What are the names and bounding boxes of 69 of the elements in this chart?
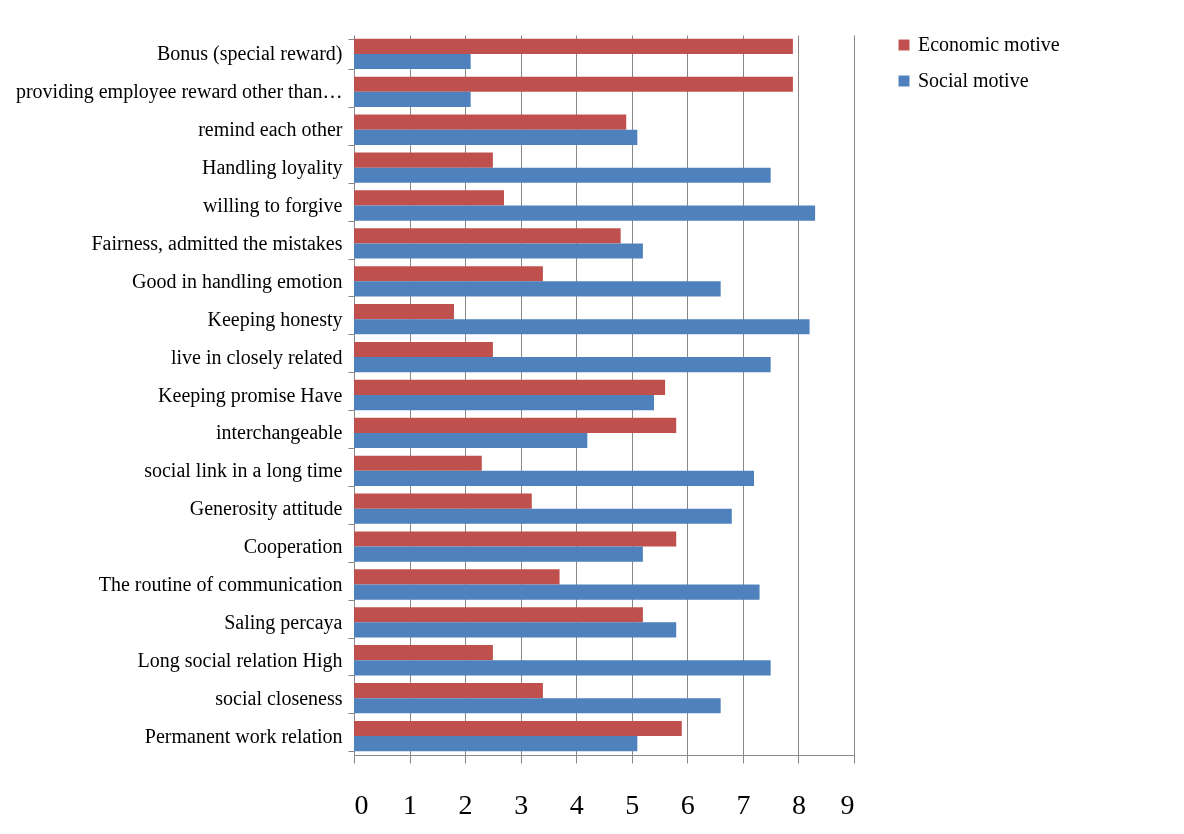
bar [354, 546, 643, 562]
y-tick-label: Fairness, admitted the mistakes [91, 231, 343, 254]
bar [354, 114, 627, 130]
y-tick-label: social link in a long time [144, 459, 343, 483]
bar [354, 266, 543, 282]
bar [354, 720, 682, 737]
bar [354, 379, 666, 395]
bar [354, 341, 493, 358]
bar [354, 243, 643, 259]
bar [354, 508, 732, 524]
x-tick-label: 1 [403, 788, 418, 820]
bar [354, 357, 771, 373]
y-tick-label: Keeping promise Have [158, 383, 343, 407]
bar [354, 622, 677, 638]
bar [354, 319, 810, 335]
bar [354, 76, 793, 92]
x-tick-label: 4 [569, 788, 584, 820]
bar [354, 395, 654, 411]
x-tick-label: 2 [458, 788, 473, 820]
bar [354, 205, 816, 221]
y-tick-label: Bonus (special reward) [157, 42, 343, 66]
bar [354, 167, 771, 183]
bar [354, 660, 771, 676]
bar [354, 645, 493, 661]
bar [354, 584, 760, 600]
bar [354, 698, 721, 714]
x-tick-label: 8 [791, 788, 806, 820]
bar [354, 736, 638, 752]
y-tick-label: social closeness [215, 686, 343, 709]
y-tick-label: Permanent work relation [144, 724, 343, 747]
bar [354, 281, 721, 297]
y-tick-label: Saling percaya [224, 610, 343, 634]
x-tick-label: 7 [736, 788, 751, 820]
y-tick-label: providing employee reward other than… [15, 80, 343, 104]
bar [354, 417, 677, 433]
bar [354, 228, 621, 244]
y-tick-label: Keeping honesty [207, 307, 343, 331]
bar [354, 129, 638, 145]
x-tick-label: 6 [680, 788, 695, 820]
bar [354, 531, 677, 547]
legend-label: Economic motive [918, 33, 1060, 55]
bar [354, 304, 454, 320]
x-tick-label: 5 [625, 788, 640, 820]
x-tick-label: 0 [354, 788, 369, 820]
y-tick-label: Long social relation High [137, 648, 343, 672]
y-tick-label: Generosity attitude [189, 497, 343, 521]
y-tick-label: live in closely related [170, 345, 343, 369]
bar [354, 455, 482, 471]
bar [354, 38, 793, 54]
bar [354, 152, 493, 168]
y-tick-label: Cooperation [243, 535, 343, 559]
y-tick-label: Handling loyality [201, 156, 343, 180]
bar [354, 493, 532, 509]
legend-label: Social motive [918, 69, 1029, 91]
bar [354, 607, 643, 623]
bar [354, 53, 471, 70]
bar [354, 470, 754, 486]
y-tick-label: remind each other [198, 118, 343, 141]
bar [354, 569, 560, 585]
y-tick-label: The routine of communication [98, 572, 343, 595]
bar [354, 91, 471, 107]
y-tick-label: Good in handling emotion [131, 269, 343, 293]
bar [354, 683, 543, 699]
x-tick-label: 3 [514, 788, 529, 820]
bar [354, 190, 504, 206]
y-tick-label: willing to forgive [202, 194, 343, 218]
y-tick-label: interchangeable [215, 421, 343, 445]
bar [354, 432, 588, 449]
x-tick-label: 9 [840, 788, 855, 820]
